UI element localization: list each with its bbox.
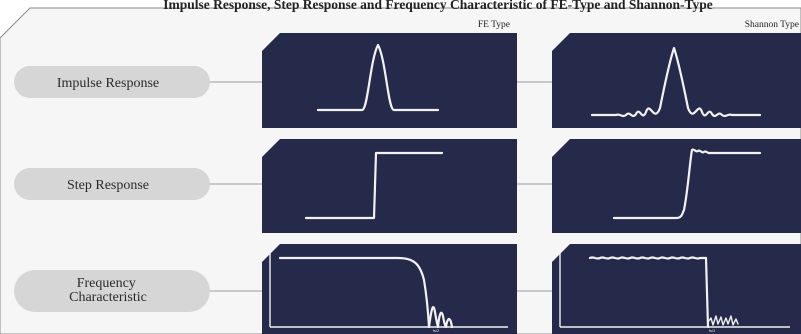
panel-shannon-impulse [552,33,801,128]
waveform-fe-step [304,151,444,220]
axis-shannon-frequency [559,252,790,328]
waveform-fe-impulse [316,43,440,112]
row-label-pill-impulse [14,66,210,98]
row-label-impulse: Impulse Response [57,76,159,91]
panel-shannon-frequency: fs/2 [552,244,801,334]
row-label-pill-step [14,168,210,200]
panel-fe-impulse [262,33,517,128]
waveform-shannon-stopband-noise [707,315,739,326]
row-label-pill-frequency [14,270,210,312]
axis-fe-frequency [269,252,508,328]
freq-tick-shannon: fs/2 [709,328,716,333]
waveform-shannon-impulse [590,46,762,118]
column-header-fe: FE Type [478,20,510,30]
row-label-step: Step Response [67,178,149,193]
row-label-frequency: Frequency Characteristic [69,276,147,305]
panel-shannon-step [552,139,801,233]
panel-fe-frequency: fs/2 [262,244,517,334]
freq-tick-fe: fs/2 [433,328,440,333]
waveform-shannon-frequency [588,256,710,329]
waveform-fe-frequency [278,256,454,329]
diagram-title: Impulse Response, Step Response and Freq… [163,0,712,12]
column-header-shannon: Shannon Type [745,20,799,30]
panel-fe-step [262,139,517,233]
waveform-shannon-step [612,148,762,220]
